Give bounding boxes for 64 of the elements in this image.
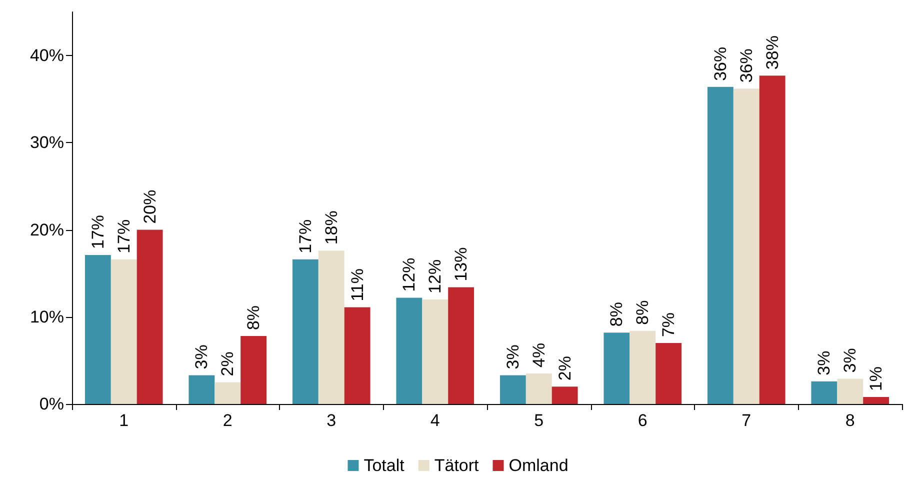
data-label: 2% [218,352,238,376]
bar [188,375,215,404]
y-tick-label: 20% [30,220,64,240]
data-label: 18% [322,210,341,245]
bar [656,343,682,404]
bar [318,250,344,404]
data-label: 8% [244,305,264,330]
y-tick-label: 40% [30,46,64,66]
bar [707,86,734,404]
legend-label: Totalt [364,456,405,475]
bar [863,397,890,404]
data-label: 36% [736,48,756,83]
bar [292,259,318,404]
bar [214,382,241,404]
x-tick-label: 3 [326,411,336,430]
bar [448,287,474,404]
data-label: 11% [348,268,367,302]
data-label: 12% [400,258,419,292]
bar [552,386,578,404]
data-label: 38% [762,36,782,70]
x-tick-label: 7 [742,411,752,430]
data-label: 1% [866,366,886,392]
bar [759,76,786,404]
bar [396,298,422,404]
data-label: 13% [452,247,471,282]
bar [344,307,370,404]
data-label: 3% [840,348,860,373]
bar [837,378,864,404]
x-tick-label: 6 [638,411,648,430]
legend-label: Tätort [434,456,480,475]
data-label: 3% [814,350,834,376]
bar [422,299,448,404]
bar [811,381,838,404]
data-label: 8% [633,300,652,325]
data-label: 12% [426,259,445,294]
bar [84,255,111,404]
y-tick-label: 30% [30,133,64,152]
data-label: 17% [114,219,134,254]
x-tick-label: 8 [845,411,855,430]
data-label: 36% [710,46,730,81]
data-label: 17% [88,215,108,250]
bar [110,259,137,404]
data-label: 2% [555,356,574,381]
legend-label: Omland [508,456,568,475]
bar [526,374,552,404]
bar [604,332,630,404]
bar [136,230,163,404]
data-label: 3% [503,344,522,370]
x-tick-label: 5 [534,411,544,430]
data-label: 8% [607,302,626,327]
x-tick-label: 2 [222,411,232,430]
bar [240,336,267,404]
data-label: 20% [140,190,160,224]
data-label: 17% [296,219,315,254]
bar [500,375,526,404]
y-tick-label: 10% [30,307,64,326]
data-label: 7% [659,312,678,338]
x-tick-label: 1 [119,411,129,430]
bar [630,330,656,404]
y-tick-label: 0% [39,394,64,414]
data-label: 4% [529,342,548,368]
x-tick-label: 4 [430,411,440,430]
bar [733,88,760,404]
data-label: 3% [192,344,212,370]
